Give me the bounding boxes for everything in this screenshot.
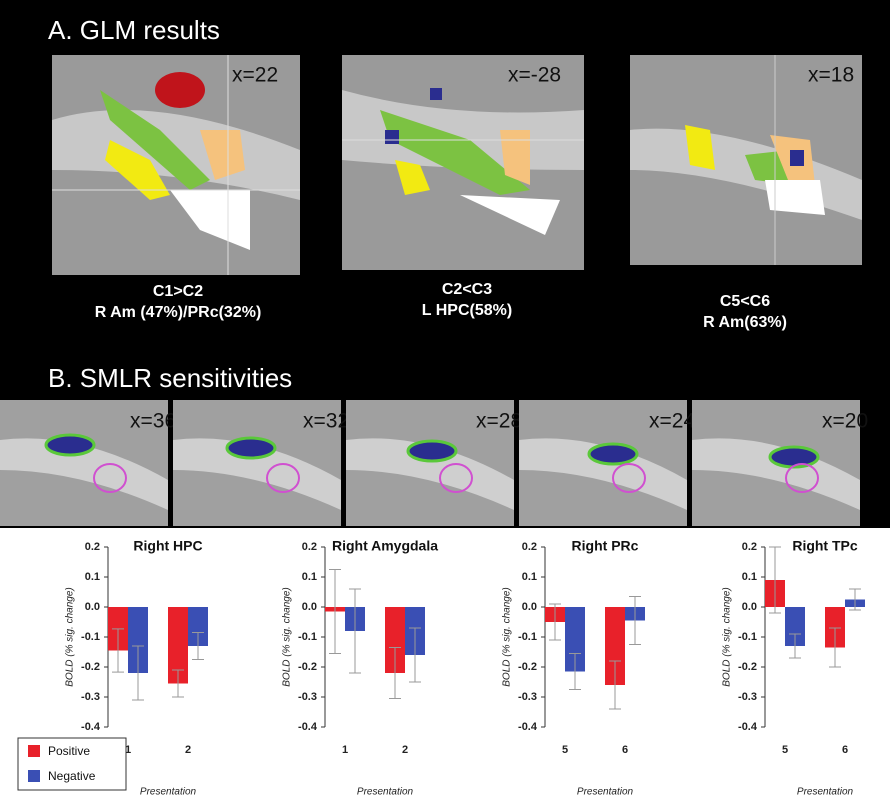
y-tick-label: -0.2 [738, 661, 757, 673]
slice-roi [408, 441, 456, 461]
image-label: x=20 [822, 410, 868, 433]
y-tick-label: -0.2 [81, 661, 100, 673]
y-axis-label: BOLD (% sig. change) [65, 587, 76, 687]
image-label: x=24 [649, 410, 695, 433]
image-label: x=18 [808, 64, 854, 87]
y-axis-label: BOLD (% sig. change) [722, 587, 733, 687]
chart-title: Right Amygdala [332, 538, 438, 554]
y-tick-label: -0.3 [738, 691, 757, 703]
panel-title: A. GLM results [48, 15, 220, 45]
y-tick-label: 0.0 [742, 601, 757, 613]
caption: R Am(63%) [703, 314, 787, 331]
legend-label: Negative [48, 769, 96, 783]
x-tick-label: 2 [402, 744, 408, 756]
figure: A. GLM results x=22 x=-28 x=18 C1>C2 R A… [0, 0, 890, 800]
caption: L HPC(58%) [422, 302, 512, 319]
caption: C1>C2 [153, 283, 203, 300]
slice-roi [227, 438, 275, 458]
y-tick-label: -0.3 [518, 691, 537, 703]
y-tick-label: -0.1 [518, 631, 537, 643]
y-tick-label: -0.3 [81, 691, 100, 703]
caption: R Am (47%)/PRc(32%) [95, 304, 262, 321]
caption: C2<C3 [442, 281, 492, 298]
y-tick-label: 0.0 [522, 601, 537, 613]
slice-roi [46, 435, 94, 455]
y-tick-label: -0.4 [298, 721, 318, 733]
y-tick-label: 0.1 [742, 571, 757, 583]
y-axis-label: BOLD (% sig. change) [282, 587, 293, 687]
chart-title: Right TPc [792, 538, 858, 554]
slice-roi [770, 447, 818, 467]
y-tick-label: -0.4 [81, 721, 101, 733]
y-tick-label: -0.4 [518, 721, 538, 733]
x-tick-label: 2 [185, 744, 191, 756]
image-label: x=36 [130, 410, 176, 433]
panel-title: B. SMLR sensitivities [48, 363, 292, 393]
y-tick-label: -0.3 [298, 691, 317, 703]
x-axis-label: Presentation [140, 787, 197, 798]
brain-image [342, 55, 584, 270]
y-tick-label: 0.1 [85, 571, 100, 583]
y-tick-label: -0.4 [738, 721, 758, 733]
legend-label: Positive [48, 744, 90, 758]
x-tick-label: 1 [342, 744, 348, 756]
slice-roi [589, 444, 637, 464]
y-tick-label: -0.1 [298, 631, 317, 643]
x-tick-label: 6 [842, 744, 848, 756]
y-tick-label: -0.2 [518, 661, 537, 673]
y-tick-label: 0.1 [522, 571, 537, 583]
legend: Positive Negative [18, 738, 126, 790]
y-tick-label: 0.2 [742, 541, 757, 553]
x-axis-label: Presentation [357, 787, 414, 798]
y-tick-label: 0.0 [302, 601, 317, 613]
x-axis-label: Presentation [797, 787, 854, 798]
image-label: x=32 [303, 410, 349, 433]
legend-swatch [28, 770, 40, 782]
brain-image [52, 55, 300, 275]
chart-title: Right PRc [572, 538, 639, 554]
y-tick-label: 0.0 [85, 601, 100, 613]
y-axis-label: BOLD (% sig. change) [502, 587, 513, 687]
legend-swatch [28, 745, 40, 757]
image-label: x=-28 [508, 64, 561, 87]
x-tick-label: 6 [622, 744, 628, 756]
x-tick-label: 5 [562, 744, 568, 756]
chart-title: Right HPC [133, 538, 202, 554]
image-label: x=28 [476, 410, 522, 433]
y-tick-label: 0.1 [302, 571, 317, 583]
x-tick-label: 5 [782, 744, 788, 756]
image-label: x=22 [232, 64, 278, 87]
y-tick-label: 0.2 [85, 541, 100, 553]
caption: C5<C6 [720, 293, 770, 310]
y-tick-label: -0.2 [298, 661, 317, 673]
x-axis-label: Presentation [577, 787, 634, 798]
y-tick-label: -0.1 [81, 631, 100, 643]
y-tick-label: 0.2 [302, 541, 317, 553]
slice-images: x=36 x=32 x=28 x=24 x=20 [0, 400, 868, 526]
y-tick-label: 0.2 [522, 541, 537, 553]
y-tick-label: -0.1 [738, 631, 757, 643]
